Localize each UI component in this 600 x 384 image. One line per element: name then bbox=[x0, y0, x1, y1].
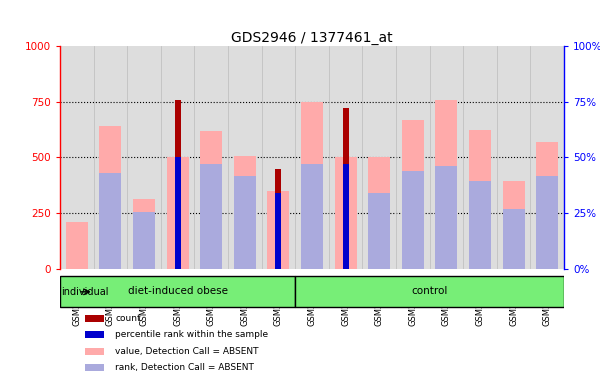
Bar bbox=[94, 46, 127, 269]
Bar bbox=[497, 46, 530, 269]
Bar bbox=[234, 176, 256, 269]
Bar bbox=[430, 46, 463, 269]
Bar bbox=[66, 222, 88, 269]
Text: diet-induced obese: diet-induced obese bbox=[128, 286, 227, 296]
Bar bbox=[85, 315, 104, 322]
Bar bbox=[167, 157, 188, 269]
Bar bbox=[362, 46, 396, 269]
Bar bbox=[100, 173, 121, 269]
Bar bbox=[469, 181, 491, 269]
Bar bbox=[275, 193, 281, 269]
Bar bbox=[301, 164, 323, 269]
Bar bbox=[175, 157, 181, 269]
Bar bbox=[343, 164, 349, 269]
Bar bbox=[436, 99, 457, 269]
Bar bbox=[503, 181, 524, 269]
Bar bbox=[436, 166, 457, 269]
Text: value, Detection Call = ABSENT: value, Detection Call = ABSENT bbox=[115, 347, 259, 356]
Bar bbox=[200, 164, 222, 269]
Text: percentile rank within the sample: percentile rank within the sample bbox=[115, 330, 269, 339]
Bar bbox=[329, 46, 362, 269]
Bar bbox=[85, 348, 104, 355]
Bar bbox=[228, 46, 262, 269]
Title: GDS2946 / 1377461_at: GDS2946 / 1377461_at bbox=[231, 31, 393, 45]
Bar bbox=[200, 131, 222, 269]
Bar bbox=[536, 142, 558, 269]
Text: individual: individual bbox=[61, 287, 108, 297]
Bar bbox=[133, 199, 155, 269]
Bar bbox=[335, 157, 356, 269]
Bar bbox=[295, 46, 329, 269]
Bar bbox=[295, 276, 564, 307]
Text: rank, Detection Call = ABSENT: rank, Detection Call = ABSENT bbox=[115, 363, 254, 372]
Bar bbox=[463, 46, 497, 269]
Bar bbox=[234, 156, 256, 269]
Bar bbox=[402, 171, 424, 269]
Text: count: count bbox=[115, 314, 141, 323]
Bar bbox=[175, 99, 181, 269]
Bar bbox=[194, 46, 228, 269]
Bar bbox=[368, 193, 390, 269]
Bar bbox=[275, 169, 281, 269]
Bar bbox=[301, 102, 323, 269]
Bar bbox=[85, 364, 104, 371]
Bar bbox=[402, 119, 424, 269]
Bar bbox=[262, 46, 295, 269]
Bar bbox=[396, 46, 430, 269]
Bar bbox=[503, 209, 524, 269]
Bar bbox=[161, 46, 194, 269]
Bar bbox=[133, 212, 155, 269]
Bar bbox=[60, 276, 295, 307]
Bar bbox=[127, 46, 161, 269]
Bar bbox=[60, 46, 94, 269]
Bar bbox=[536, 176, 558, 269]
Bar bbox=[268, 191, 289, 269]
Bar bbox=[368, 157, 390, 269]
Bar bbox=[469, 130, 491, 269]
Bar bbox=[343, 108, 349, 269]
Bar bbox=[100, 126, 121, 269]
Bar bbox=[85, 331, 104, 338]
Text: control: control bbox=[412, 286, 448, 296]
Bar bbox=[530, 46, 564, 269]
